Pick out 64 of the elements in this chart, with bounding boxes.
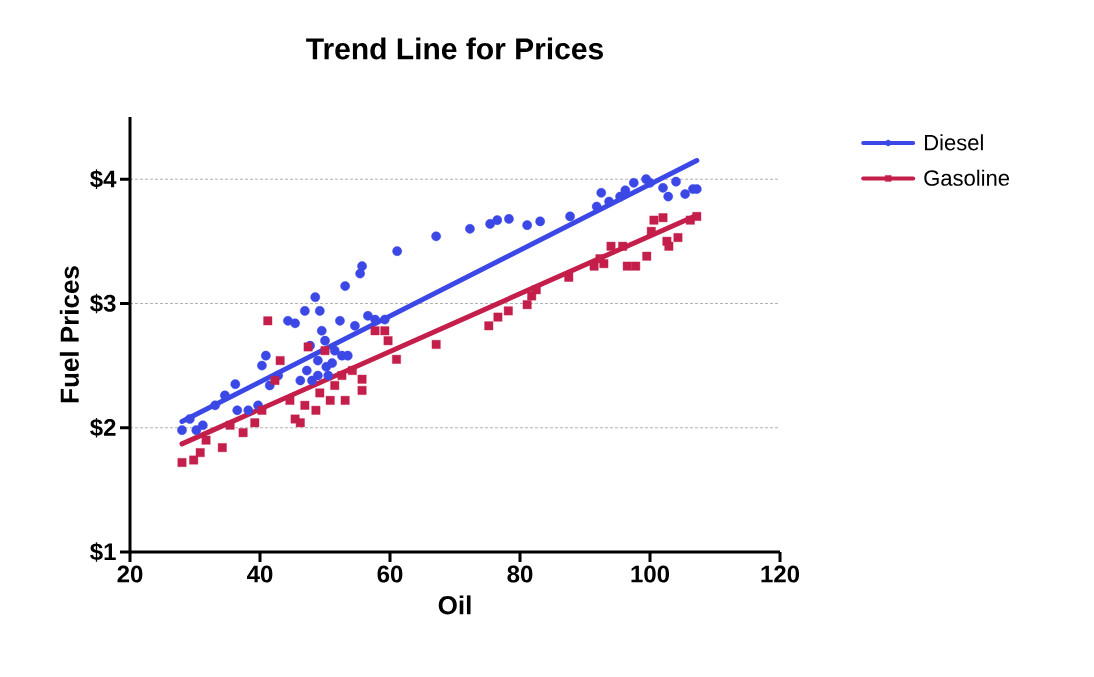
point (330, 381, 340, 390)
y-tick-label: $3 (90, 293, 116, 314)
point (347, 366, 357, 375)
point (357, 374, 367, 384)
point (275, 356, 285, 365)
point (642, 251, 652, 261)
legend-label: Diesel (925, 134, 983, 151)
point (177, 458, 187, 467)
point (270, 376, 280, 385)
x-tick-label: 120 (761, 565, 800, 583)
point (195, 448, 205, 457)
point (622, 261, 632, 271)
point (649, 215, 659, 225)
point (503, 306, 513, 316)
point (340, 395, 350, 405)
point (238, 428, 248, 438)
point (337, 371, 347, 380)
x-tick-label: 60 (377, 565, 403, 583)
point (295, 418, 305, 428)
point (631, 261, 641, 271)
point (217, 443, 227, 452)
point (357, 386, 367, 395)
point (225, 420, 235, 430)
point (431, 340, 441, 349)
point (599, 259, 609, 269)
point (692, 212, 702, 221)
point (606, 241, 616, 251)
point (315, 388, 325, 398)
point (531, 285, 541, 295)
point (201, 435, 211, 445)
point (285, 395, 295, 405)
point (618, 241, 628, 251)
x-tick-label: 100 (631, 565, 670, 583)
point (383, 336, 393, 346)
point (664, 241, 674, 251)
point (646, 226, 656, 236)
point (263, 316, 273, 326)
point (522, 300, 532, 310)
point (370, 326, 380, 336)
x-tick-label: 40 (247, 565, 273, 583)
point (325, 395, 335, 405)
point (320, 346, 330, 356)
point (311, 405, 321, 415)
point (257, 405, 267, 415)
legend-label: Gasoline (924, 169, 1010, 186)
point (589, 261, 599, 271)
point (673, 233, 683, 242)
y-tick-label: $4 (90, 169, 117, 189)
point (658, 213, 668, 223)
point (250, 418, 260, 428)
y-tick-label: $2 (90, 417, 116, 438)
y-tick-label: $1 (90, 542, 116, 562)
x-tick-label: 20 (117, 565, 143, 583)
point (392, 354, 401, 364)
x-axis-title: Oil (438, 595, 471, 615)
point (300, 400, 310, 410)
point (380, 326, 390, 336)
x-tick-label: 80 (507, 565, 533, 583)
point (564, 272, 574, 282)
point (484, 321, 494, 331)
chart-title: Trend Line for Prices (306, 37, 603, 60)
point (189, 455, 199, 465)
point (493, 312, 503, 322)
y-axis-title: Fuel Prices (59, 266, 79, 403)
